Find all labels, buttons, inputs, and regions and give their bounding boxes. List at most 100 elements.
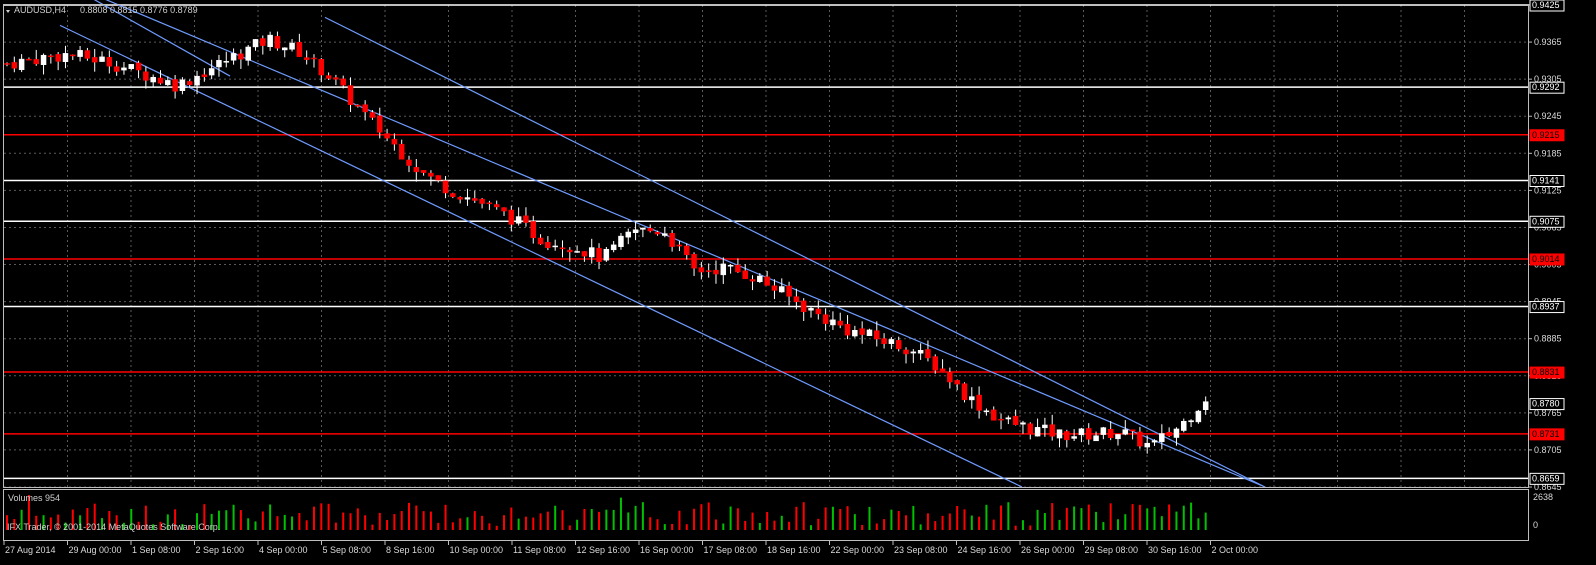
- candle-bear: [1129, 429, 1136, 432]
- candle-bull: [625, 231, 632, 238]
- time-tick-label: 18 Sep 16:00: [767, 545, 821, 555]
- candle-bear: [33, 59, 39, 65]
- candle-bull: [1005, 417, 1012, 420]
- price-tick-label: 0.9365: [1534, 37, 1562, 47]
- candle-bear: [274, 36, 281, 49]
- candle-bull: [1159, 433, 1165, 442]
- candle-bear: [742, 270, 748, 280]
- time-tick-label: 2 Oct 00:00: [1212, 545, 1259, 555]
- level-price-tag: [1529, 366, 1565, 379]
- candle-bull: [888, 339, 895, 344]
- candle-bear: [413, 167, 420, 173]
- price-tick-label: 0.8885: [1534, 334, 1562, 344]
- level-price-tag: [1529, 253, 1565, 266]
- volume-axis-min: 0: [1533, 520, 1538, 530]
- candle-bear: [325, 75, 332, 79]
- candle-bear: [106, 57, 113, 67]
- candle-bear: [11, 62, 18, 69]
- candle-bear: [954, 380, 960, 385]
- candle-bear: [318, 59, 325, 76]
- candle-bull: [1034, 427, 1041, 437]
- candle-bull: [252, 39, 259, 48]
- candle-bull: [808, 308, 814, 311]
- candle-bull: [1181, 420, 1187, 431]
- candle-bear: [669, 233, 675, 247]
- level-price-tag: [1529, 215, 1565, 228]
- candle-bear: [1049, 424, 1055, 437]
- candle-bull: [1093, 435, 1099, 442]
- candle-bear: [581, 251, 588, 257]
- candle-bull: [866, 329, 873, 336]
- price-panel-frame: [3, 4, 1529, 488]
- current-price-label: 0.8780: [1532, 399, 1560, 409]
- candle-bear: [990, 409, 997, 421]
- price-tick-label: 0.9245: [1534, 111, 1562, 121]
- candle-bear: [501, 207, 507, 212]
- chart-header: AUDUSD,H4 0.8808 0.8815 0.8776 0.8789: [6, 5, 198, 15]
- candle-bear: [238, 53, 244, 60]
- candle-bull: [852, 329, 858, 337]
- candle-bear: [537, 237, 544, 245]
- candle-bear: [895, 340, 902, 350]
- candle-bull: [289, 42, 295, 50]
- candle-bear: [450, 193, 456, 197]
- level-price-label: 0.8659: [1532, 473, 1560, 483]
- level-price-tag: [1529, 428, 1565, 441]
- candle-bear: [735, 264, 741, 273]
- time-tick-label: 27 Aug 2014: [5, 545, 56, 555]
- candle-bear: [1027, 423, 1034, 435]
- candle-bear: [683, 245, 690, 256]
- candle-bear: [442, 180, 449, 194]
- candle-bear: [691, 253, 697, 269]
- candle-bear: [84, 50, 91, 59]
- candle-bull: [1202, 401, 1209, 411]
- level-price-tag: [1529, 129, 1565, 142]
- candle-bull: [618, 235, 624, 247]
- candle-bear: [713, 269, 719, 275]
- time-tick-label: 10 Sep 00:00: [450, 545, 504, 555]
- candle-bull: [1173, 428, 1180, 438]
- candle-bear: [362, 104, 368, 113]
- time-tick-label: 1 Sep 08:00: [132, 545, 181, 555]
- candle-bull: [552, 245, 558, 248]
- candle-bear: [384, 133, 390, 139]
- candle-bear: [369, 112, 376, 118]
- time-tick-label: 29 Aug 00:00: [69, 545, 122, 555]
- candle-bull: [150, 76, 156, 83]
- candle-bear: [567, 249, 573, 253]
- time-tick-label: 23 Sep 08:00: [894, 545, 948, 555]
- time-tick-label: 29 Sep 08:00: [1085, 545, 1139, 555]
- time-tick-label: 12 Sep 16:00: [577, 545, 631, 555]
- candle-bear: [903, 349, 909, 355]
- candle-bear: [698, 267, 705, 273]
- candle-bear: [355, 104, 361, 107]
- candle-bull: [230, 53, 237, 61]
- candle-bull: [1071, 436, 1077, 439]
- candle-bear: [493, 204, 500, 208]
- candle-bear: [420, 170, 427, 173]
- level-price-tag: [1529, 174, 1565, 187]
- price-tick-label: 0.8645: [1534, 482, 1562, 492]
- candle-bull: [515, 216, 522, 224]
- candle-bear: [1012, 415, 1019, 425]
- time-tick-label: 24 Sep 16:00: [958, 545, 1012, 555]
- candle-bull: [281, 47, 288, 51]
- symbol-label: AUDUSD,H4: [14, 5, 66, 15]
- time-tick-label: 26 Sep 00:00: [1021, 545, 1075, 555]
- level-price-label: 0.8731: [1532, 429, 1560, 439]
- level-price-tag: [1529, 301, 1565, 314]
- level-price-label: 0.9292: [1532, 82, 1560, 92]
- price-tick-label: 0.8705: [1534, 445, 1562, 455]
- candle-bear: [596, 247, 602, 262]
- candle-bear: [932, 356, 939, 371]
- collapse-arrow-icon[interactable]: [6, 10, 10, 13]
- candle-bear: [377, 115, 383, 133]
- candle-bear: [939, 368, 946, 372]
- candle-bull: [223, 61, 230, 63]
- candle-bear: [749, 279, 756, 282]
- candle-bear: [186, 81, 193, 85]
- candle-bear: [303, 57, 310, 60]
- channel-lower-line: [59, 24, 1023, 488]
- candle-bear: [486, 202, 493, 205]
